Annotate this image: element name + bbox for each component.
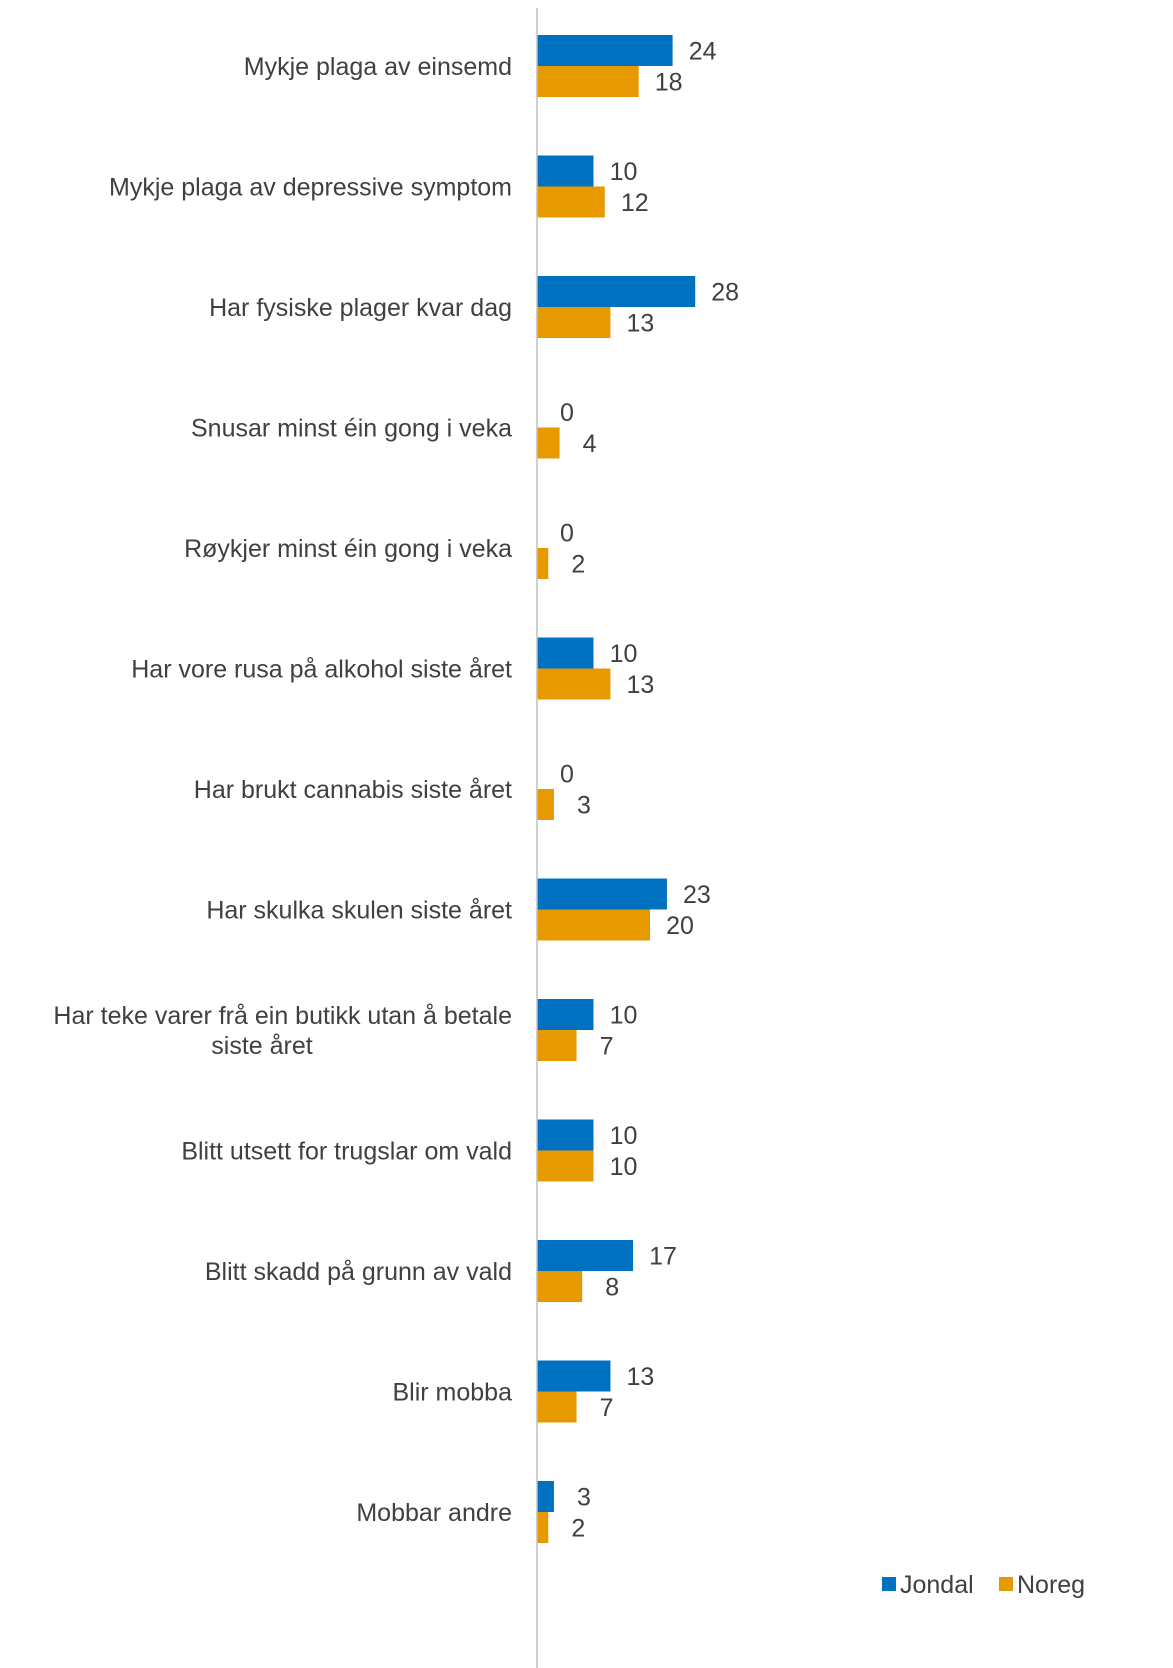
legend-label-noreg: Noreg [1017,1571,1085,1599]
category-label: Røykjer minst éin gong i veka [184,535,512,563]
category-label: Har vore rusa på alkohol siste året [131,656,512,684]
data-label-jondal: 24 [689,38,717,66]
bar-noreg [537,427,560,459]
bar-noreg [537,548,549,579]
data-label-noreg: 7 [600,1033,614,1061]
data-label-jondal: 23 [683,881,711,909]
bar-noreg [537,1512,549,1543]
data-label-jondal: 17 [649,1243,677,1271]
bar-noreg [537,1271,583,1302]
bar-noreg [537,1030,577,1061]
category-label: Mykje plaga av einsemd [244,53,512,81]
bar-noreg [537,307,611,338]
legend-label-jondal: Jondal [900,1571,974,1599]
data-label-jondal: 28 [711,279,739,307]
data-label-jondal: 3 [577,1484,591,1512]
bar-jondal [537,155,594,187]
data-label-noreg: 18 [655,69,683,97]
data-labels: 2418101228130402101303232010710101781373… [560,38,739,1543]
data-label-noreg: 13 [627,671,655,699]
data-label-noreg: 2 [571,1515,585,1543]
data-label-noreg: 7 [600,1394,614,1422]
category-label: Har fysiske plager kvar dag [209,294,512,322]
category-label: Har skulka skulen siste året [206,897,512,925]
bar-jondal [537,1119,594,1151]
data-label-noreg: 2 [571,551,585,579]
bar-noreg [537,66,639,97]
data-label-noreg: 20 [666,912,694,940]
category-labels: Mykje plaga av einsemd Mykje plaga av dep… [53,53,512,1527]
data-label-jondal: 10 [610,640,638,668]
bar-noreg [537,186,605,218]
bar-jondal [537,637,594,669]
bar-jondal [537,35,673,66]
legend-swatch-noreg [999,1577,1013,1591]
data-label-jondal: 10 [610,158,638,186]
category-label: Mobbar andre [356,1499,512,1527]
bar-jondal [537,1360,611,1392]
data-label-noreg: 13 [627,310,655,338]
data-label-noreg: 8 [605,1274,619,1302]
category-label: Blitt skadd på grunn av vald [205,1258,512,1286]
data-label-jondal: 10 [610,1122,638,1150]
bar-noreg [537,1391,577,1423]
data-label-jondal: 0 [560,520,574,548]
data-label-noreg: 10 [610,1153,638,1181]
data-label-jondal: 13 [627,1363,655,1391]
bar-jondal [537,1240,634,1271]
category-label-line: siste året [211,1032,312,1060]
data-label-noreg: 4 [583,430,597,458]
bar-jondal [537,878,667,910]
category-label: Har brukt cannabis siste året [194,776,512,804]
data-label-jondal: 0 [560,761,574,789]
category-label: Snusar minst éin gong i veka [191,415,512,443]
bar-noreg [537,668,611,700]
category-label-line: Har teke varer frå ein butikk utan å bet… [53,1002,512,1030]
bar-noreg [537,909,650,941]
bar-jondal [537,1481,554,1512]
bar-noreg [537,1150,594,1182]
category-label: Har teke varer frå ein butikk utan å bet… [53,1002,512,1060]
category-label: Blir mobba [393,1379,513,1407]
bar-jondal [537,276,696,307]
data-label-jondal: 0 [560,399,574,427]
bar-jondal [537,999,594,1030]
legend: Jondal Noreg [882,1571,1085,1599]
legend-swatch-jondal [882,1577,896,1591]
data-label-noreg: 3 [577,792,591,820]
bar-noreg [537,789,554,820]
bars [537,35,696,1543]
category-label: Blitt utsett for trugslar om vald [181,1138,512,1166]
category-label: Mykje plaga av depressive symptom [109,174,512,202]
data-label-noreg: 12 [621,189,649,217]
data-label-jondal: 10 [610,1002,638,1030]
